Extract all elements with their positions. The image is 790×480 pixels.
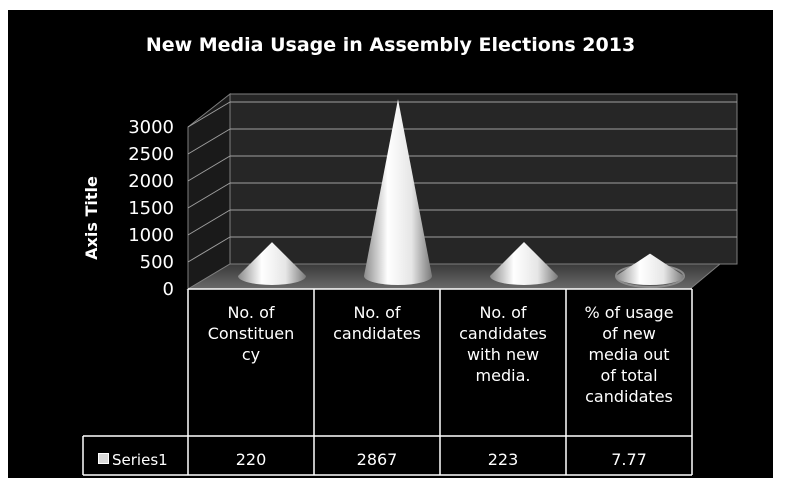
series-name: Series1 [112, 451, 168, 469]
chart-svg: 0 500 1000 1500 2000 2500 3000 Axis Title [82, 92, 738, 476]
gridlines [187, 101, 737, 263]
chart-frame: 0 500 1000 1500 2000 2500 3000 Axis Title New … [8, 10, 773, 478]
legend-key: Series1 [90, 446, 190, 474]
table-cell-value: 220 [235, 450, 267, 469]
legend-swatch [98, 453, 109, 464]
category-label: % of usage of new media out of total can… [584, 303, 674, 406]
cone-series [238, 99, 685, 288]
category-label: No. of candidates [333, 303, 421, 343]
y-tick-label: 2500 [128, 144, 174, 165]
gridline-side [187, 101, 231, 128]
gridline-side [187, 236, 231, 263]
y-tick-label: 1000 [128, 225, 174, 246]
cone-body [238, 242, 306, 285]
table-cell-value: 223 [487, 450, 519, 469]
y-tick-label: 1500 [128, 198, 174, 219]
cone-body [490, 241, 558, 285]
y-tick-label: 2000 [128, 171, 174, 192]
y-tick-label: 0 [163, 279, 174, 300]
gridline-side [187, 209, 231, 236]
back-wall [229, 93, 738, 265]
table-cell-value: 2867 [356, 450, 398, 469]
cone-bar [615, 253, 685, 288]
cone-bar [490, 241, 558, 285]
cone-body [364, 99, 432, 285]
y-axis-ticks: 0 500 1000 1500 2000 2500 3000 [128, 117, 174, 300]
gridline-side [187, 128, 231, 155]
data-table-grid [82, 288, 693, 476]
y-axis-title: Axis Title [82, 176, 101, 260]
category-label: No. of candidates with new media. [459, 303, 547, 385]
y-tick-label: 500 [140, 252, 174, 273]
gridline-side [187, 182, 231, 209]
y-tick-label: 3000 [128, 117, 174, 138]
table-cell-value: 7.77 [611, 450, 647, 469]
chart-title: New Media Usage in Assembly Elections 20… [145, 34, 636, 56]
cone-body [616, 253, 684, 285]
cone-bar [238, 242, 306, 285]
gridline-side [187, 155, 231, 182]
cone-bar [364, 99, 432, 285]
category-label: No. of Constituen cy [207, 303, 295, 364]
